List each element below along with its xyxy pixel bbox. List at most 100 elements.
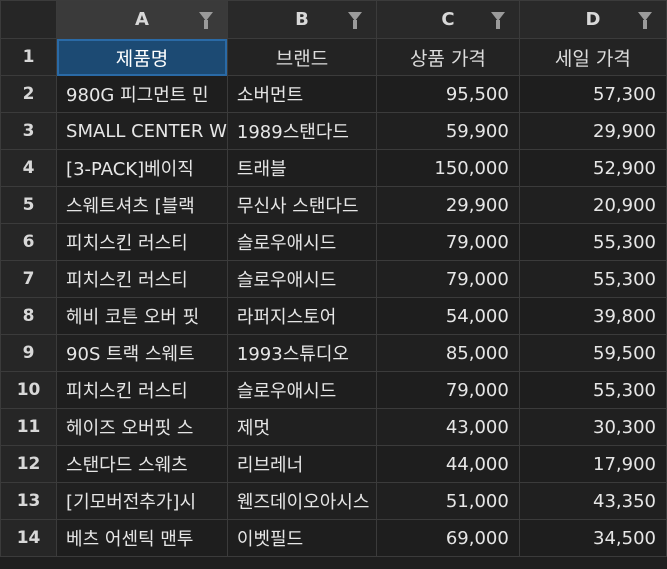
cell-price[interactable]: 59,900 — [376, 112, 520, 150]
cell-sale-price[interactable]: 55,300 — [518, 260, 667, 298]
row-number[interactable]: 3 — [0, 112, 58, 150]
cell-brand[interactable]: 1993스튜디오 — [226, 334, 378, 372]
column-header-c[interactable]: C — [376, 0, 520, 39]
cell-product-name[interactable]: 스웨트셔츠 [블랙 — [56, 186, 228, 224]
cell-brand[interactable]: 무신사 스탠다드 — [226, 186, 378, 224]
table-row: 12 스탠다드 스웨츠 리브레너 44,000 17,900 — [0, 445, 667, 483]
column-letter: D — [585, 9, 601, 30]
table-row: 6 피치스킨 러스티 슬로우애시드 79,000 55,300 — [0, 223, 667, 261]
column-letter: B — [295, 9, 309, 30]
row-number[interactable]: 5 — [0, 186, 58, 224]
row-number[interactable]: 10 — [0, 371, 58, 409]
cell-sale-price[interactable]: 57,300 — [518, 75, 667, 113]
table-row: 4 [3-PACK]베이직 트래블 150,000 52,900 — [0, 149, 667, 187]
data-grid: A B C D 1 제품명 브 — [0, 0, 667, 557]
cell-brand[interactable]: 웬즈데이오아시스 — [226, 482, 378, 520]
table-row: 13 [기모버전추가]시 웬즈데이오아시스 51,000 43,350 — [0, 482, 667, 520]
cell-brand[interactable]: 1989스탠다드 — [226, 112, 378, 150]
cell-brand[interactable]: 슬로우애시드 — [226, 223, 378, 261]
header-cell-product-name[interactable]: 제품명 — [56, 38, 228, 76]
cell-product-name[interactable]: [기모버전추가]시 — [56, 482, 228, 520]
header-cell-brand[interactable]: 브랜드 — [226, 38, 378, 76]
cell-sale-price[interactable]: 17,900 — [518, 445, 667, 483]
cell-product-name[interactable]: 피치스킨 러스티 — [56, 371, 228, 409]
row-number[interactable]: 1 — [0, 38, 58, 76]
cell-product-name[interactable]: 헤이즈 오버핏 스 — [56, 408, 228, 446]
cell-product-name[interactable]: SMALL CENTER W — [56, 112, 228, 150]
table-row: 14 베츠 어센틱 맨투 이벳필드 69,000 34,500 — [0, 519, 667, 557]
cell-product-name[interactable]: 980G 피그먼트 민 — [56, 75, 228, 113]
cell-price[interactable]: 51,000 — [376, 482, 520, 520]
row-number[interactable]: 9 — [0, 334, 58, 372]
cell-sale-price[interactable]: 30,300 — [518, 408, 667, 446]
filter-icon[interactable] — [198, 12, 213, 29]
cell-brand[interactable]: 소버먼트 — [226, 75, 378, 113]
column-header-row: A B C D — [0, 0, 667, 39]
table-row: 7 피치스킨 러스티 슬로우애시드 79,000 55,300 — [0, 260, 667, 298]
cell-brand[interactable]: 리브레너 — [226, 445, 378, 483]
cell-price[interactable]: 95,500 — [376, 75, 520, 113]
cell-sale-price[interactable]: 59,500 — [518, 334, 667, 372]
cell-price[interactable]: 79,000 — [376, 371, 520, 409]
cell-price[interactable]: 29,900 — [376, 186, 520, 224]
cell-product-name[interactable]: [3-PACK]베이직 — [56, 149, 228, 187]
row-number[interactable]: 6 — [0, 223, 58, 261]
table-row: 5 스웨트셔츠 [블랙 무신사 스탠다드 29,900 20,900 — [0, 186, 667, 224]
cell-price[interactable]: 54,000 — [376, 297, 520, 335]
row-number[interactable]: 8 — [0, 297, 58, 335]
table-row: 3 SMALL CENTER W 1989스탠다드 59,900 29,900 — [0, 112, 667, 150]
row-number[interactable]: 11 — [0, 408, 58, 446]
cell-sale-price[interactable]: 34,500 — [518, 519, 667, 557]
cell-sale-price[interactable]: 29,900 — [518, 112, 667, 150]
column-header-a[interactable]: A — [56, 0, 228, 39]
row-number[interactable]: 14 — [0, 519, 58, 557]
table-row: 10 피치스킨 러스티 슬로우애시드 79,000 55,300 — [0, 371, 667, 409]
cell-brand[interactable]: 트래블 — [226, 149, 378, 187]
cell-price[interactable]: 79,000 — [376, 223, 520, 261]
cell-price[interactable]: 79,000 — [376, 260, 520, 298]
cell-product-name[interactable]: 피치스킨 러스티 — [56, 260, 228, 298]
cell-brand[interactable]: 슬로우애시드 — [226, 260, 378, 298]
cell-sale-price[interactable]: 20,900 — [518, 186, 667, 224]
select-all-corner[interactable] — [0, 0, 58, 39]
column-letter: C — [441, 9, 455, 30]
cell-product-name[interactable]: 피치스킨 러스티 — [56, 223, 228, 261]
cell-sale-price[interactable]: 55,300 — [518, 371, 667, 409]
cell-product-name[interactable]: 스탠다드 스웨츠 — [56, 445, 228, 483]
column-header-d[interactable]: D — [518, 0, 667, 39]
table-row: 11 헤이즈 오버핏 스 제멋 43,000 30,300 — [0, 408, 667, 446]
cell-sale-price[interactable]: 55,300 — [518, 223, 667, 261]
cell-brand[interactable]: 이벳필드 — [226, 519, 378, 557]
filter-icon[interactable] — [490, 12, 505, 29]
cell-price[interactable]: 44,000 — [376, 445, 520, 483]
cell-product-name[interactable]: 베츠 어센틱 맨투 — [56, 519, 228, 557]
cell-product-name[interactable]: 헤비 코튼 오버 핏 — [56, 297, 228, 335]
row-number[interactable]: 13 — [0, 482, 58, 520]
column-letter: A — [135, 9, 149, 30]
row-number[interactable]: 12 — [0, 445, 58, 483]
filter-icon[interactable] — [348, 12, 363, 29]
cell-product-name[interactable]: 90S 트랙 스웨트 — [56, 334, 228, 372]
cell-sale-price[interactable]: 52,900 — [518, 149, 667, 187]
cell-sale-price[interactable]: 39,800 — [518, 297, 667, 335]
table-row: 8 헤비 코튼 오버 핏 라퍼지스토어 54,000 39,800 — [0, 297, 667, 335]
row-number[interactable]: 7 — [0, 260, 58, 298]
table-row: 9 90S 트랙 스웨트 1993스튜디오 85,000 59,500 — [0, 334, 667, 372]
row-number[interactable]: 2 — [0, 75, 58, 113]
cell-price[interactable]: 85,000 — [376, 334, 520, 372]
cell-brand[interactable]: 제멋 — [226, 408, 378, 446]
cell-price[interactable]: 69,000 — [376, 519, 520, 557]
cell-brand[interactable]: 라퍼지스토어 — [226, 297, 378, 335]
filter-icon[interactable] — [638, 12, 652, 29]
cell-sale-price[interactable]: 43,350 — [518, 482, 667, 520]
header-cell-sale-price[interactable]: 세일 가격 — [518, 38, 667, 76]
cell-price[interactable]: 43,000 — [376, 408, 520, 446]
column-header-b[interactable]: B — [226, 0, 378, 39]
cell-price[interactable]: 150,000 — [376, 149, 520, 187]
header-cell-price[interactable]: 상품 가격 — [376, 38, 520, 76]
table-header-row: 1 제품명 브랜드 상품 가격 세일 가격 — [0, 38, 667, 76]
row-number[interactable]: 4 — [0, 149, 58, 187]
cell-brand[interactable]: 슬로우애시드 — [226, 371, 378, 409]
table-row: 2 980G 피그먼트 민 소버먼트 95,500 57,300 — [0, 75, 667, 113]
